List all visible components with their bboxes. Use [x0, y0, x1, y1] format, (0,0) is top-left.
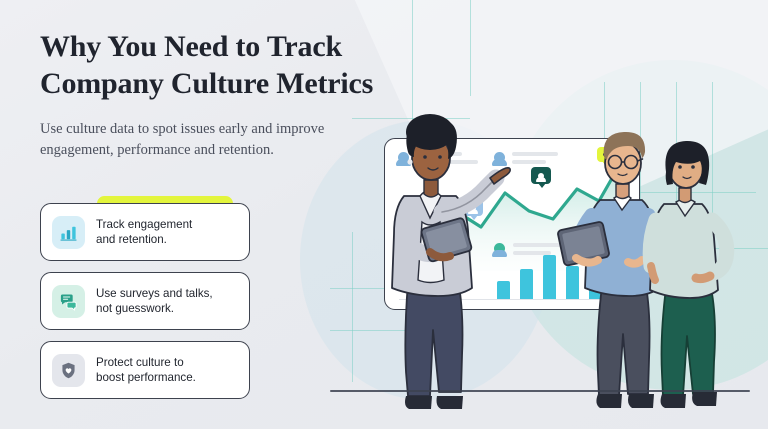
page-title: Why You Need to Track Company Culture Me… — [40, 28, 400, 102]
bar-chart-icon — [52, 215, 85, 249]
card-line-2: and retention. — [96, 233, 167, 246]
feature-card-use-surveys[interactable]: Use surveys and talks, not guesswork. — [40, 272, 250, 330]
title-line-1: Why You Need to Track — [40, 30, 342, 63]
page-subtitle: Use culture data to spot issues early an… — [40, 121, 325, 158]
feature-card-text: Use surveys and talks, not guesswork. — [96, 286, 213, 317]
people-group — [391, 114, 735, 409]
placeholder-line — [512, 152, 558, 156]
title-line-2: Company Culture Metrics — [40, 67, 374, 101]
feature-card-track-engagement[interactable]: Track engagement and retention. — [40, 203, 250, 261]
bar — [497, 281, 510, 299]
feature-card-text: Track engagement and retention. — [96, 217, 192, 248]
bar — [520, 269, 533, 299]
placeholder-avatar — [492, 243, 507, 257]
placeholder-line — [513, 243, 565, 247]
card-line-2: not guesswork. — [96, 302, 174, 315]
card-line-1: Track engagement — [96, 217, 193, 231]
chart-axis — [399, 298, 629, 300]
chat-bubbles-icon — [52, 284, 85, 318]
shield-heart-icon — [52, 353, 85, 387]
card-line-1: Use surveys and talks, — [96, 286, 213, 300]
feature-card-list: Track engagement and retention. Use surv… — [40, 203, 250, 410]
placeholder-line — [513, 251, 551, 255]
woman-hand-on-hip — [642, 140, 735, 408]
feature-card-protect-culture[interactable]: Protect culture to boost performance. — [40, 341, 250, 399]
man-with-glasses — [557, 131, 662, 408]
avatar-badge-dark — [531, 167, 551, 188]
presenter-woman — [391, 114, 511, 409]
card-line-2: boost performance. — [96, 371, 196, 384]
placeholder-avatar — [396, 152, 411, 166]
bar — [543, 255, 556, 299]
placeholder-line — [512, 160, 546, 164]
headline-block: Why You Need to Track Company Culture Me… — [40, 28, 400, 161]
badge-avatar-glyph — [536, 172, 546, 182]
placeholder-avatar — [492, 152, 507, 166]
bar — [566, 266, 579, 299]
feature-card-text: Protect culture to boost performance. — [96, 355, 196, 386]
card-line-1: Protect culture to — [96, 355, 184, 369]
ground-line — [330, 390, 750, 392]
team-illustration — [330, 0, 768, 429]
